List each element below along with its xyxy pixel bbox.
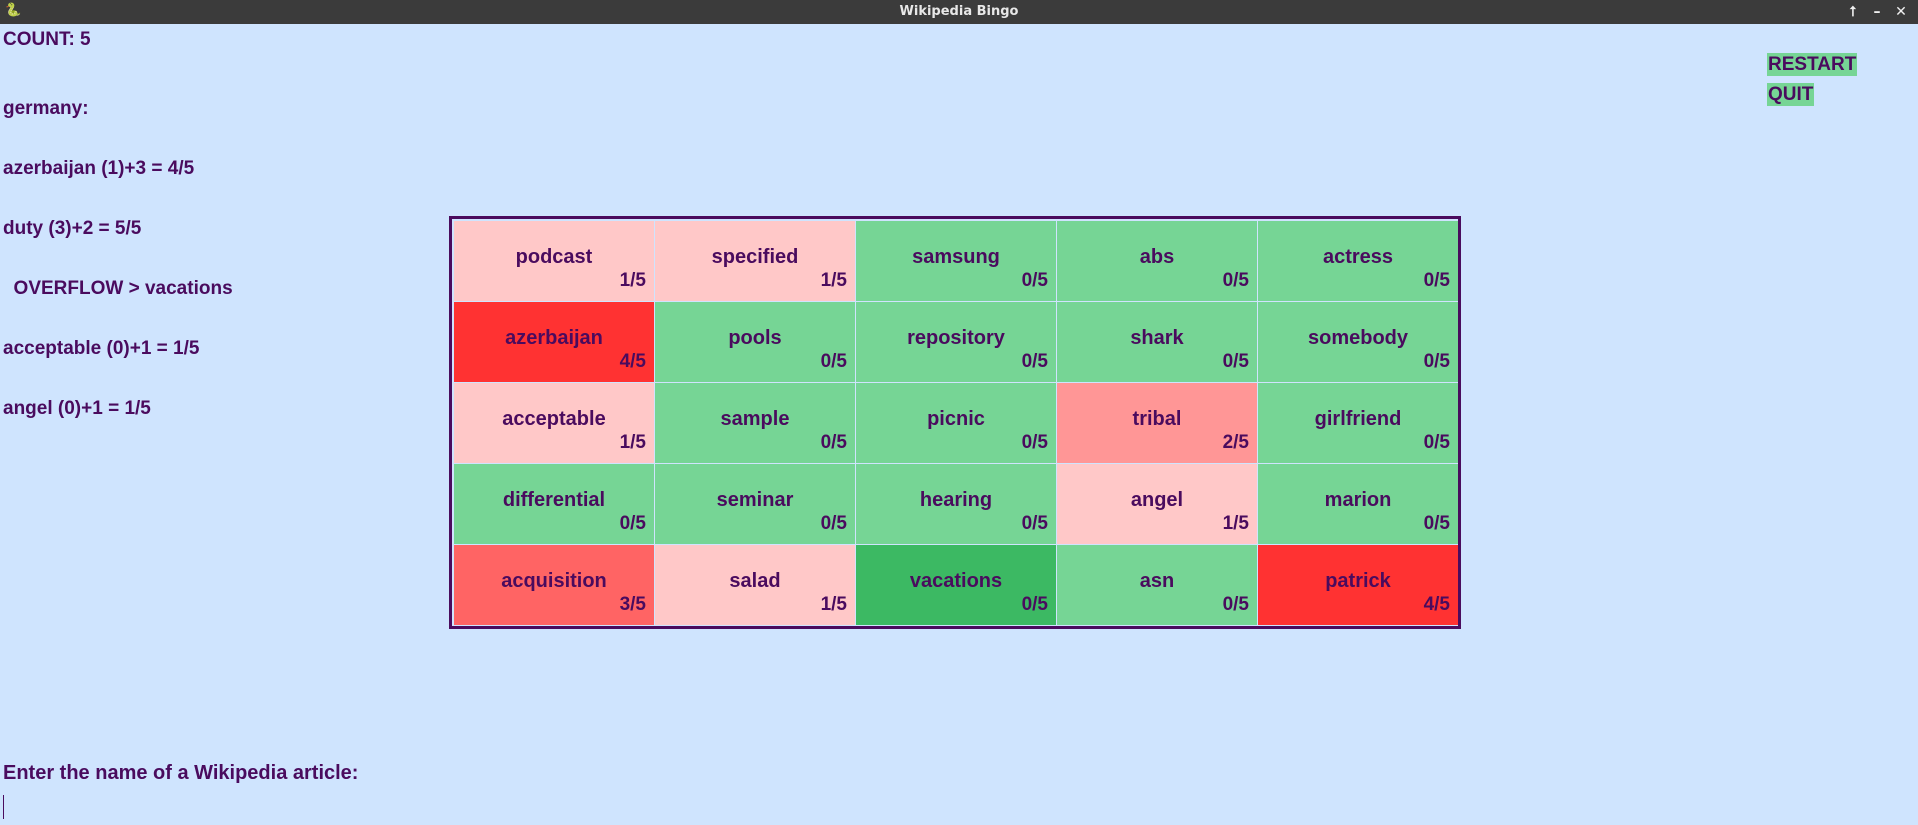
log-line: azerbaijan (1)+3 = 4/5 [3, 158, 195, 179]
log-line: duty (3)+2 = 5/5 [3, 218, 142, 239]
cell-score: 0/5 [1423, 432, 1450, 453]
cell-word: samsung [912, 246, 1000, 268]
cell-score: 0/5 [1021, 432, 1048, 453]
bingo-cell-shark: shark 0/5 [1057, 302, 1257, 382]
quit-button[interactable]: QUIT [1767, 83, 1815, 106]
bingo-cell-somebody: somebody 0/5 [1258, 302, 1458, 382]
bingo-cell-specified: specified 1/5 [655, 221, 855, 301]
bingo-cell-vacations: vacations 0/5 [856, 545, 1056, 625]
bingo-cell-podcast: podcast 1/5 [454, 221, 654, 301]
cell-word: pools [728, 327, 782, 349]
cell-word: seminar [716, 489, 794, 511]
cell-score: 1/5 [619, 270, 646, 291]
cell-word: azerbaijan [505, 327, 603, 349]
cell-word: actress [1322, 246, 1394, 268]
bingo-cell-tribal: tribal 2/5 [1057, 383, 1257, 463]
bingo-cell-azerbaijan: azerbaijan 4/5 [454, 302, 654, 382]
text-caret [3, 795, 4, 819]
bingo-cell-samsung: samsung 0/5 [856, 221, 1056, 301]
cell-score: 0/5 [1222, 270, 1249, 291]
bingo-cell-patrick: patrick 4/5 [1258, 545, 1458, 625]
cell-word: angel [1130, 489, 1184, 511]
cell-word: shark [1130, 327, 1184, 349]
arrow-up-icon[interactable]: ⭡ [1849, 4, 1857, 20]
cell-word: somebody [1307, 327, 1409, 349]
window-titlebar: 🐍 Wikipedia Bingo ⭡ – ✕ [0, 0, 1918, 24]
cell-score: 0/5 [820, 513, 847, 534]
cell-score: 0/5 [1222, 351, 1249, 372]
cell-word: repository [907, 327, 1005, 349]
cell-word: picnic [927, 408, 985, 430]
cell-score: 0/5 [619, 513, 646, 534]
cell-score: 0/5 [1222, 594, 1249, 615]
article-input[interactable] [2, 794, 1002, 818]
bingo-board: podcast 1/5 specified 1/5 samsung 0/5 abs 0/5 ac… [449, 216, 1461, 629]
bingo-cell-angel: angel 1/5 [1057, 464, 1257, 544]
bingo-cell-asn: asn 0/5 [1057, 545, 1257, 625]
bingo-cell-picnic: picnic 0/5 [856, 383, 1056, 463]
cell-word: abs [1139, 246, 1175, 268]
bingo-cell-pools: pools 0/5 [655, 302, 855, 382]
bingo-cell-repository: repository 0/5 [856, 302, 1056, 382]
cell-score: 0/5 [1423, 351, 1450, 372]
count-label: COUNT: 5 [3, 29, 91, 50]
cell-score: 0/5 [1423, 513, 1450, 534]
minimize-icon[interactable]: – [1873, 4, 1881, 20]
cell-score: 0/5 [1021, 270, 1048, 291]
log-line: acceptable (0)+1 = 1/5 [3, 338, 200, 359]
cell-word: hearing [919, 489, 993, 511]
cell-word: salad [729, 570, 781, 592]
bingo-cell-abs: abs 0/5 [1057, 221, 1257, 301]
bingo-cell-seminar: seminar 0/5 [655, 464, 855, 544]
cell-score: 1/5 [820, 270, 847, 291]
cell-score: 0/5 [820, 351, 847, 372]
cell-word: differential [502, 489, 606, 511]
log-line: germany: [3, 98, 89, 119]
cell-word: marion [1324, 489, 1392, 511]
article-prompt: Enter the name of a Wikipedia article: [3, 762, 359, 784]
cell-score: 0/5 [820, 432, 847, 453]
bingo-cell-salad: salad 1/5 [655, 545, 855, 625]
cell-word: girlfriend [1314, 408, 1402, 430]
bingo-cell-acceptable: acceptable 1/5 [454, 383, 654, 463]
restart-button[interactable]: RESTART [1767, 53, 1858, 76]
cell-score: 3/5 [619, 594, 646, 615]
bingo-cell-sample: sample 0/5 [655, 383, 855, 463]
log-line: angel (0)+1 = 1/5 [3, 398, 151, 419]
cell-score: 1/5 [1222, 513, 1249, 534]
bingo-cell-acquisition: acquisition 3/5 [454, 545, 654, 625]
cell-word: acquisition [501, 570, 607, 592]
cell-score: 1/5 [820, 594, 847, 615]
cell-score: 0/5 [1021, 351, 1048, 372]
cell-score: 4/5 [1423, 594, 1450, 615]
bingo-grid: podcast 1/5 specified 1/5 samsung 0/5 abs 0/5 ac… [454, 221, 1458, 625]
cell-score: 4/5 [619, 351, 646, 372]
bingo-cell-hearing: hearing 0/5 [856, 464, 1056, 544]
cell-score: 0/5 [1021, 594, 1048, 615]
bingo-cell-differential: differential 0/5 [454, 464, 654, 544]
cell-word: tribal [1132, 408, 1182, 430]
cell-score: 1/5 [619, 432, 646, 453]
cell-word: specified [711, 246, 799, 268]
pygame-snake-icon: 🐍 [5, 3, 22, 18]
cell-word: vacations [909, 570, 1003, 592]
guess-log: germany: azerbaijan (1)+3 = 4/5 duty (3)… [3, 59, 233, 439]
cell-word: asn [1139, 570, 1175, 592]
bingo-cell-marion: marion 0/5 [1258, 464, 1458, 544]
cell-word: acceptable [502, 408, 606, 430]
cell-word: patrick [1325, 570, 1391, 592]
log-line: OVERFLOW > vacations [3, 278, 233, 299]
cell-word: sample [720, 408, 790, 430]
bingo-cell-actress: actress 0/5 [1258, 221, 1458, 301]
cell-score: 0/5 [1423, 270, 1450, 291]
close-icon[interactable]: ✕ [1895, 4, 1907, 20]
cell-score: 0/5 [1021, 513, 1048, 534]
window-title: Wikipedia Bingo [899, 4, 1019, 19]
cell-score: 2/5 [1222, 432, 1249, 453]
cell-word: podcast [515, 246, 593, 268]
bingo-cell-girlfriend: girlfriend 0/5 [1258, 383, 1458, 463]
